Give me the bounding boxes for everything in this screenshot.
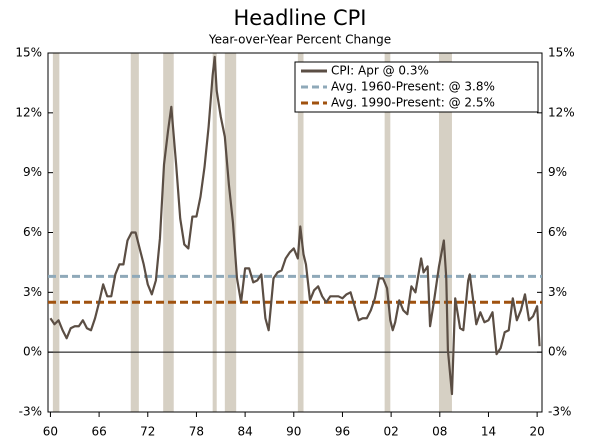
- x-tick-label: 14: [481, 425, 496, 439]
- recession-band: [52, 53, 60, 412]
- y2-tick-label: 6%: [548, 225, 567, 239]
- x-tick-label: 90: [286, 425, 301, 439]
- y2-tick-label: 15%: [548, 46, 575, 60]
- x-tick-label: 66: [91, 425, 106, 439]
- recession-band: [438, 53, 452, 412]
- y-tick-label: -3%: [19, 405, 42, 419]
- recession-band: [384, 53, 391, 412]
- cpi-line: [49, 55, 541, 396]
- y-tick-label: 0%: [23, 345, 42, 359]
- y2-tick-label: 0%: [548, 345, 567, 359]
- x-tick-label: 96: [335, 425, 350, 439]
- x-tick-label: 08: [432, 425, 447, 439]
- x-tick-label: 02: [383, 425, 398, 439]
- y2-tick-label: -3%: [548, 405, 571, 419]
- y2-tick-label: 12%: [548, 105, 575, 119]
- y-tick-label: 12%: [15, 105, 42, 119]
- legend: CPI: Apr @ 0.3% Avg. 1960-Present: @ 3.8%…: [294, 61, 539, 113]
- recession-band: [163, 53, 174, 412]
- legend-box: [294, 61, 539, 113]
- x-tick-label: 84: [237, 425, 252, 439]
- y2-tick-label: 3%: [548, 285, 567, 299]
- x-tick-label: 72: [140, 425, 155, 439]
- chart-title: Headline CPI: [233, 6, 366, 30]
- legend-label: CPI: Apr @ 0.3%: [331, 64, 429, 78]
- y-tick-label: 6%: [23, 225, 42, 239]
- x-tick-label: 20: [529, 425, 544, 439]
- legend-label: Avg. 1990-Present: @ 2.5%: [331, 96, 495, 110]
- chart-subtitle: Year-over-Year Percent Change: [208, 33, 391, 47]
- recession-band: [224, 53, 237, 412]
- y-tick-label: 9%: [23, 165, 42, 179]
- y-tick-label: 15%: [15, 46, 42, 60]
- y2-tick-label: 9%: [548, 165, 567, 179]
- y-tick-label: 3%: [23, 285, 42, 299]
- x-tick-label: 78: [189, 425, 204, 439]
- recession-band: [212, 53, 217, 412]
- x-tick-label: 60: [43, 425, 58, 439]
- legend-label: Avg. 1960-Present: @ 3.8%: [331, 80, 495, 94]
